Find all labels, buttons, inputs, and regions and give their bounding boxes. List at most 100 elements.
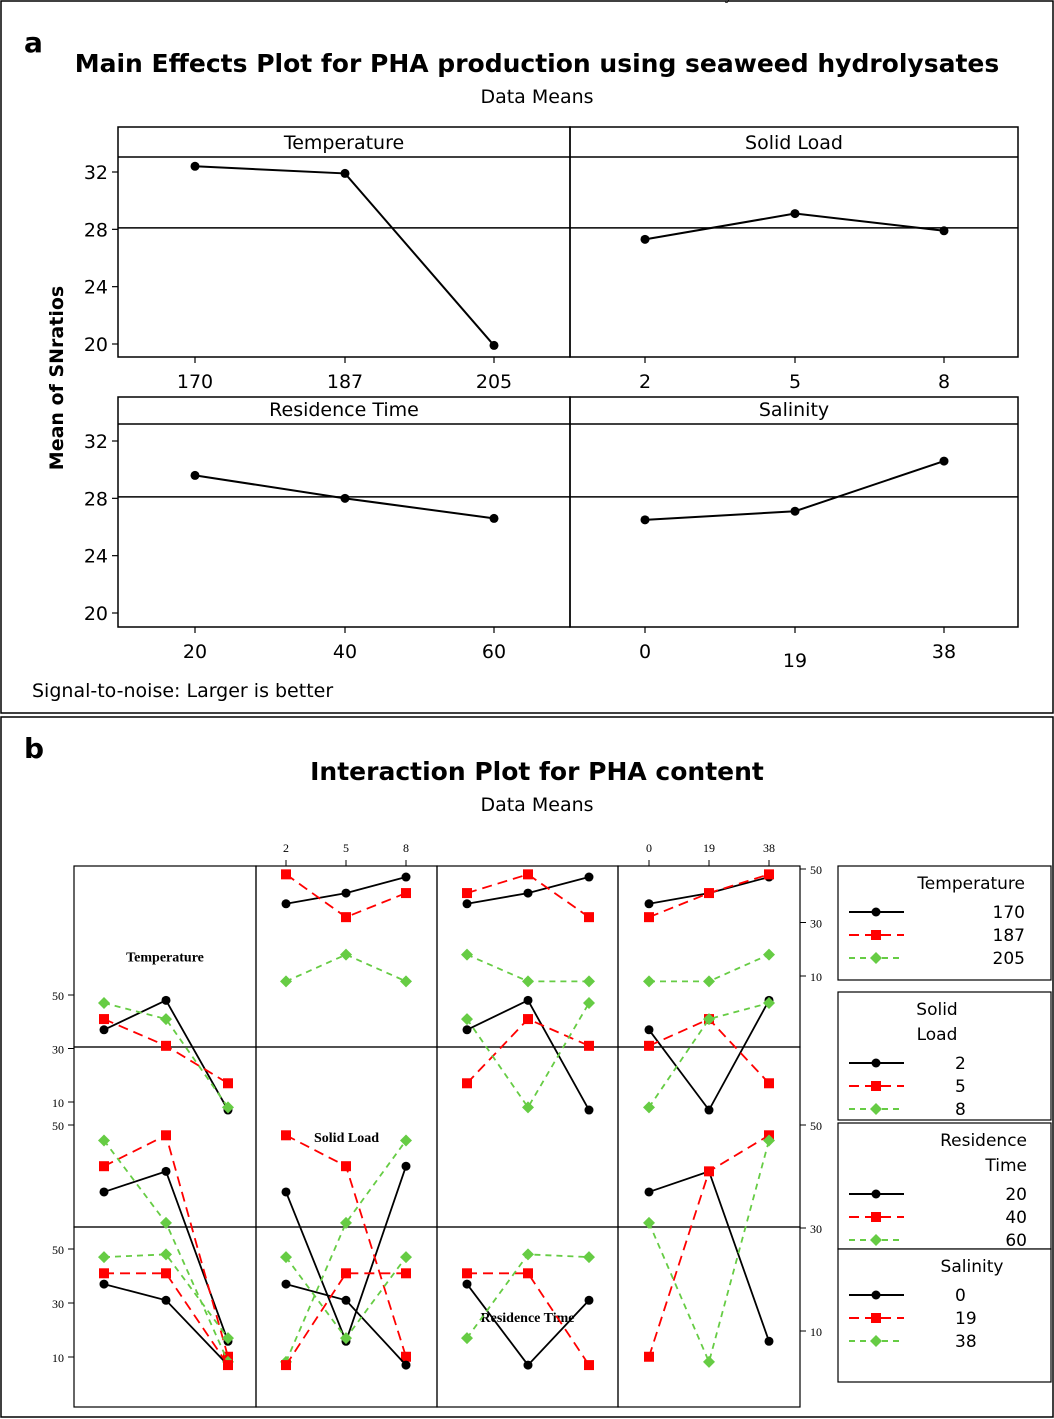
marker-square bbox=[401, 888, 411, 899]
right-y-tick-label: 50 bbox=[810, 1119, 822, 1133]
marker-diamond bbox=[870, 1335, 882, 1347]
x-tick-label: 2 bbox=[639, 371, 651, 393]
panel-b-letter: b bbox=[24, 732, 44, 765]
marker-circle bbox=[462, 899, 472, 909]
y-tick-label: 32 bbox=[84, 162, 108, 184]
series-line bbox=[103, 1018, 229, 1085]
panel-b-subtitle: Data Means bbox=[480, 794, 593, 816]
marker-diamond bbox=[522, 975, 534, 988]
legend-level-label: 2 bbox=[955, 1054, 966, 1074]
interaction-cell-r0-c2 bbox=[461, 869, 595, 988]
y-tick-label: 24 bbox=[84, 277, 108, 299]
bottom-tick-label: 170 bbox=[95, 0, 113, 3]
marker-square bbox=[161, 1040, 171, 1051]
panel-a-ylabel: Mean of SNratios bbox=[46, 286, 68, 470]
marker-diamond bbox=[583, 1251, 595, 1264]
marker-square bbox=[704, 1166, 714, 1177]
marker-diamond bbox=[400, 1251, 412, 1264]
marker-diamond bbox=[583, 975, 595, 988]
legend-frame bbox=[837, 991, 1052, 1121]
marker-circle bbox=[644, 899, 654, 909]
interaction-cell-r1-c2 bbox=[461, 995, 595, 1115]
marker-diamond bbox=[340, 1216, 352, 1229]
left-y-tick-label: 10 bbox=[52, 1351, 64, 1365]
marker-circle bbox=[523, 888, 533, 898]
marker-diamond bbox=[703, 975, 715, 988]
left-y-tick-label: 10 bbox=[52, 1096, 64, 1110]
legend-title: Salinity bbox=[941, 1257, 1004, 1277]
marker-circle bbox=[161, 1166, 171, 1176]
y-tick-label: 20 bbox=[84, 334, 108, 356]
series-line bbox=[466, 1002, 590, 1110]
marker-diamond bbox=[583, 997, 595, 1010]
top-tick-label: 0 bbox=[646, 841, 652, 855]
bottom-tick-label: 187 bbox=[157, 0, 175, 3]
marker-diamond bbox=[280, 1251, 292, 1264]
marker-circle bbox=[401, 1161, 411, 1171]
marker-diamond bbox=[98, 1134, 110, 1147]
legend-salinity: Salinity 0 19 38 bbox=[837, 1248, 1052, 1383]
y-tick-label: 28 bbox=[84, 488, 108, 510]
x-tick-label: 5 bbox=[789, 371, 801, 393]
panel-frame bbox=[117, 126, 571, 358]
data-point bbox=[340, 168, 350, 178]
left-y-tick-label: 50 bbox=[52, 1119, 64, 1133]
data-point bbox=[939, 226, 949, 236]
main-effects-panel-solid-load: Solid Load 2 5 8 bbox=[569, 126, 1019, 393]
marker-diamond bbox=[400, 975, 412, 988]
right-y-tick-label: 30 bbox=[810, 1222, 822, 1236]
data-point bbox=[489, 513, 499, 523]
marker-square bbox=[584, 1040, 594, 1051]
marker-diamond bbox=[703, 1013, 715, 1026]
marker-diamond bbox=[280, 975, 292, 988]
y-tick-label: 28 bbox=[84, 219, 108, 241]
y-tick-label: 20 bbox=[84, 603, 108, 625]
series-line bbox=[285, 1139, 407, 1363]
marker-circle bbox=[523, 1360, 533, 1370]
series-line bbox=[466, 873, 590, 918]
main-effects-panel-residence-time: Residence Time 20 40 60 20 24 28 32 bbox=[84, 396, 571, 663]
marker-circle bbox=[644, 1187, 654, 1197]
marker-circle bbox=[871, 1189, 881, 1199]
left-y-tick-label: 30 bbox=[52, 1043, 64, 1057]
marker-square bbox=[161, 1268, 171, 1279]
legend-level-label: 38 bbox=[955, 1332, 977, 1352]
panel-header-label: Residence Time bbox=[269, 399, 419, 421]
legend-residence-time: Residence Time 20 40 60 bbox=[837, 1122, 1052, 1251]
x-tick-label: 60 bbox=[482, 641, 506, 663]
marker-square bbox=[644, 912, 654, 923]
series-line bbox=[466, 1017, 590, 1084]
series-line bbox=[285, 1165, 407, 1344]
panel-b-border bbox=[0, 716, 1054, 1418]
data-point bbox=[640, 515, 650, 525]
diagonal-label-temperature: Temperature bbox=[126, 951, 204, 966]
legend-level-label: 205 bbox=[993, 949, 1025, 969]
series-line bbox=[103, 1002, 229, 1108]
marker-diamond bbox=[763, 1134, 775, 1147]
marker-square bbox=[584, 1360, 594, 1371]
data-point bbox=[190, 470, 200, 480]
marker-square bbox=[704, 888, 714, 899]
marker-circle bbox=[871, 907, 881, 917]
marker-diamond bbox=[643, 975, 655, 988]
marker-circle bbox=[401, 1360, 411, 1370]
marker-square bbox=[161, 1130, 171, 1141]
marker-square bbox=[341, 1268, 351, 1279]
marker-diamond bbox=[763, 948, 775, 961]
marker-circle bbox=[462, 1279, 472, 1289]
series-line bbox=[285, 1272, 406, 1366]
marker-circle bbox=[871, 1058, 881, 1068]
legend-level-label: 40 bbox=[1005, 1208, 1027, 1228]
top-tick-label: 38 bbox=[763, 841, 775, 855]
legend-title: Residence bbox=[940, 1131, 1027, 1151]
marker-diamond bbox=[160, 1248, 172, 1261]
marker-square bbox=[764, 1078, 774, 1089]
x-tick-label: 0 bbox=[639, 641, 651, 663]
x-tick-label: 38 bbox=[932, 641, 956, 663]
top-tick-label: 8 bbox=[403, 841, 409, 855]
right-y-tick-label: 10 bbox=[810, 1325, 822, 1339]
marker-square bbox=[281, 869, 291, 880]
marker-square bbox=[644, 1351, 654, 1362]
interaction-cell-r3-c2 bbox=[461, 1248, 595, 1371]
marker-square bbox=[99, 1014, 109, 1025]
